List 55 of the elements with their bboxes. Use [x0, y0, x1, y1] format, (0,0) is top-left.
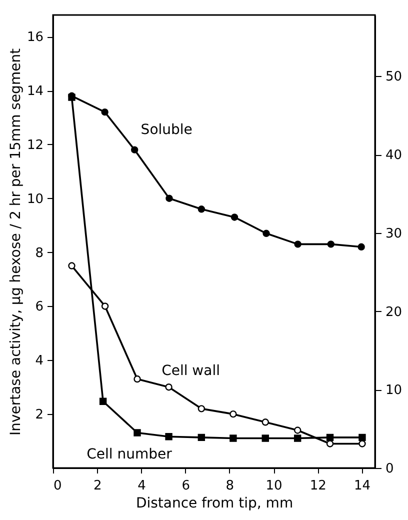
point: [198, 434, 206, 442]
point: [165, 384, 172, 391]
point: [165, 433, 172, 440]
point: [262, 418, 269, 426]
y-tick-label: 4: [35, 354, 44, 369]
point: [134, 429, 141, 436]
point: [134, 375, 141, 383]
series-label: Cell wall: [162, 363, 220, 380]
series-label: Cell number: [86, 446, 172, 463]
point: [131, 146, 138, 154]
point: [101, 302, 109, 310]
x-tick-label: 10: [266, 478, 282, 494]
point: [166, 194, 173, 202]
y2-tick-label: 20: [386, 304, 402, 320]
point: [198, 206, 206, 213]
y-tick-label: 8: [35, 246, 44, 261]
point: [294, 434, 302, 442]
x-axis-title: Distance from tip, mm: [136, 496, 294, 512]
point: [326, 440, 334, 448]
y-axis-title: Invertase activity, μg hexose / 2 hr per 15mm segment: [8, 48, 24, 436]
point: [99, 398, 107, 405]
x-tick-label: 8: [226, 478, 234, 494]
point: [230, 434, 237, 442]
y2-tick-label: 40: [386, 148, 402, 164]
point: [327, 240, 334, 248]
y-tick-label: 2: [35, 408, 44, 423]
x-tick-label: 4: [138, 478, 146, 494]
y-tick-label: 6: [35, 300, 44, 315]
y2-tick-label: 0: [386, 462, 394, 476]
x-tick-label: 12: [310, 478, 326, 494]
point: [358, 440, 366, 448]
y-tick-label: 12: [26, 138, 44, 153]
y2-tick-label: 10: [386, 383, 402, 398]
point: [294, 426, 302, 434]
point: [198, 405, 206, 412]
y2-tick-label: 30: [386, 226, 402, 242]
series-label: Soluble: [140, 122, 192, 138]
point: [358, 243, 365, 250]
point: [262, 434, 269, 442]
y-tick-label: 10: [26, 192, 44, 207]
point: [68, 262, 76, 270]
x-tick-label: 14: [354, 478, 371, 494]
point: [326, 434, 334, 442]
y2-tick-label: 50: [386, 70, 402, 85]
x-tick-label: 2: [93, 478, 102, 494]
point: [230, 214, 238, 221]
point: [101, 108, 108, 116]
y-tick-label: 14: [26, 84, 44, 99]
point: [358, 434, 366, 442]
x-tick-label: 0: [54, 478, 62, 494]
point: [230, 410, 237, 418]
y-tick-label: 16: [26, 30, 44, 46]
x-tick-label: 6: [182, 478, 190, 494]
point: [262, 230, 270, 238]
point: [294, 240, 302, 248]
